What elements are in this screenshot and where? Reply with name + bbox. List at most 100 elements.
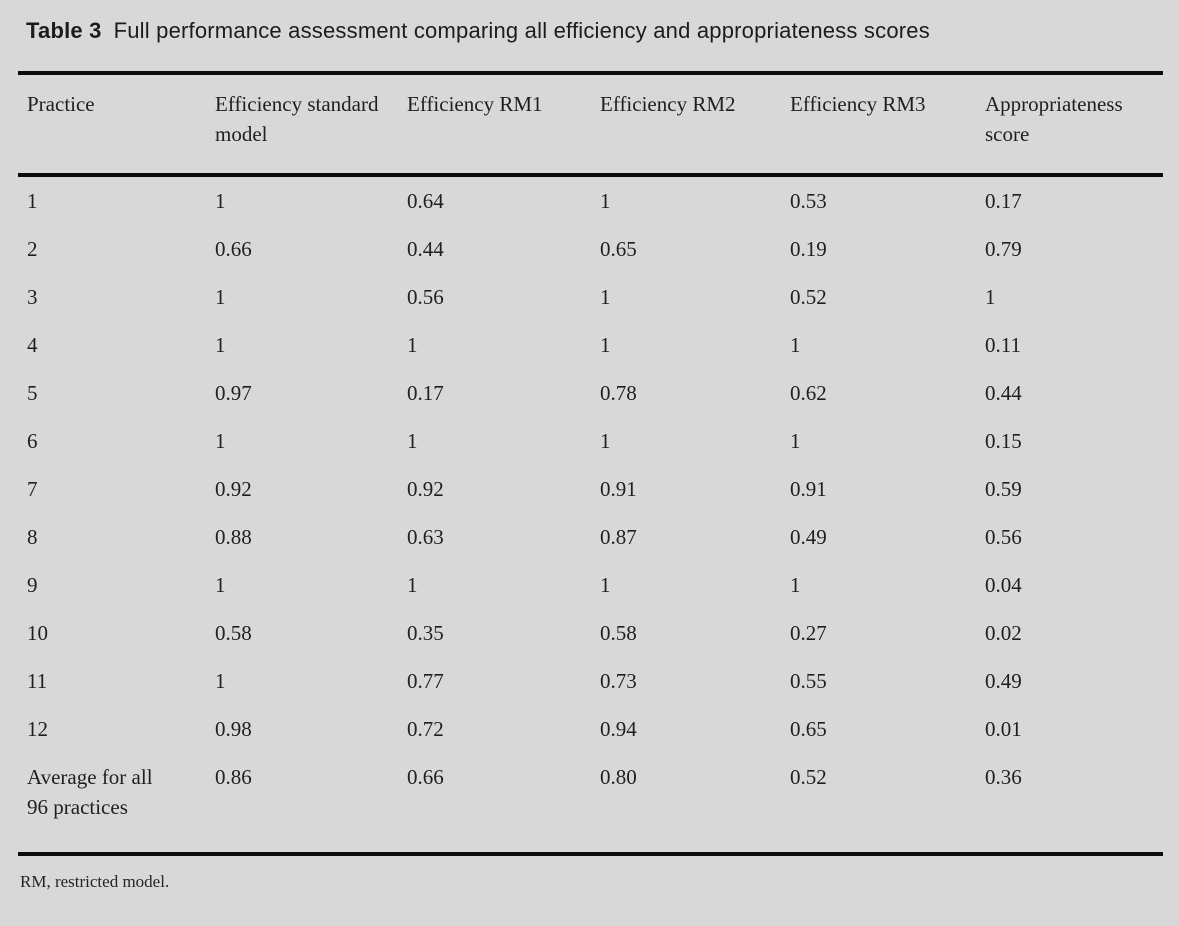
row-header-cell: 1 — [27, 189, 38, 213]
table-row: 11 1 0.77 0.73 0.55 0.49 — [18, 657, 1163, 705]
table-cell: 1 — [215, 189, 226, 213]
table-row: 8 0.88 0.63 0.87 0.49 0.56 — [18, 513, 1163, 561]
table-cell: 0.77 — [407, 669, 444, 693]
table-row: 3 1 0.56 1 0.52 1 — [18, 273, 1163, 321]
table-cell: 0.66 — [215, 237, 252, 261]
table-cell: 0.58 — [600, 621, 637, 645]
table-cell: 0.92 — [407, 477, 444, 501]
table-caption: Full performance assessment comparing al… — [113, 18, 930, 43]
table-cell: 1 — [215, 333, 226, 357]
table-cell: 0.36 — [976, 753, 1163, 856]
table-cell: 0.02 — [985, 621, 1022, 645]
table-cell: 0.44 — [407, 237, 444, 261]
table-cell: 0.55 — [790, 669, 827, 693]
table-cell: 1 — [407, 429, 418, 453]
table-cell: 0.97 — [215, 381, 252, 405]
table-cell: 0.87 — [600, 525, 637, 549]
row-header-cell: 9 — [27, 573, 38, 597]
table-cell: 0.56 — [985, 525, 1022, 549]
table-cell: 1 — [600, 573, 611, 597]
column-header: Practice — [18, 73, 206, 177]
table-cell: 0.58 — [215, 621, 252, 645]
column-header: Efficiency standard model — [206, 73, 398, 177]
table-cell: 0.01 — [985, 717, 1022, 741]
table-row: 6 1 1 1 1 0.15 — [18, 417, 1163, 465]
table-cell: 1 — [600, 285, 611, 309]
table-cell: 0.53 — [790, 189, 827, 213]
table-body: 1 1 0.64 1 0.53 0.17 2 0.66 0.44 0.65 0.19 0.79 3 1 0.… — [18, 175, 1163, 856]
row-header-cell: 11 — [27, 669, 48, 693]
row-header-cell: 4 — [27, 333, 38, 357]
table-cell: 0.98 — [215, 717, 252, 741]
table-cell: 0.92 — [215, 477, 252, 501]
table-cell: 0.64 — [407, 189, 444, 213]
table-cell: 0.86 — [206, 753, 398, 856]
column-header: Efficiency RM2 — [591, 73, 781, 177]
row-header-cell: 12 — [27, 717, 48, 741]
table-row: 10 0.58 0.35 0.58 0.27 0.02 — [18, 609, 1163, 657]
performance-table: Practice Efficiency standard model Efficie… — [18, 71, 1163, 856]
table-row: 12 0.98 0.72 0.94 0.65 0.01 — [18, 705, 1163, 753]
table-row: 4 1 1 1 1 0.11 — [18, 321, 1163, 369]
table-cell: 1 — [407, 333, 418, 357]
table-cell: 0.63 — [407, 525, 444, 549]
table-cell: 1 — [600, 189, 611, 213]
table-cell: 1 — [215, 285, 226, 309]
table-cell: 0.88 — [215, 525, 252, 549]
row-header-cell: 5 — [27, 381, 38, 405]
table-row: Average for all 96 practices 0.86 0.66 0.80… — [18, 753, 1163, 856]
table-cell: 1 — [215, 573, 226, 597]
column-header: Efficiency RM3 — [781, 73, 976, 177]
header-row: Practice Efficiency standard model Efficie… — [18, 73, 1163, 177]
row-header-cell: 7 — [27, 477, 38, 501]
table-row: 1 1 0.64 1 0.53 0.17 — [18, 175, 1163, 225]
table-cell: 0.79 — [985, 237, 1022, 261]
table-cell: 0.15 — [985, 429, 1022, 453]
table-cell: 0.49 — [985, 669, 1022, 693]
table-cell: 0.56 — [407, 285, 444, 309]
row-header-cell: Average for all 96 practices — [18, 753, 206, 856]
table-header: Practice Efficiency standard model Efficie… — [18, 73, 1163, 177]
row-header-cell: 3 — [27, 285, 38, 309]
table-row: 2 0.66 0.44 0.65 0.19 0.79 — [18, 225, 1163, 273]
table-cell: 1 — [215, 429, 226, 453]
table-cell: 1 — [790, 573, 801, 597]
table-cell: 0.62 — [790, 381, 827, 405]
table-footnote: RM, restricted model. — [20, 872, 170, 891]
row-header-cell: 10 — [27, 621, 48, 645]
column-header: Efficiency RM1 — [398, 73, 591, 177]
table-cell: 0.52 — [790, 285, 827, 309]
table-cell: 0.78 — [600, 381, 637, 405]
table-cell: 1 — [790, 429, 801, 453]
table-cell: 1 — [790, 333, 801, 357]
table-cell: 0.94 — [600, 717, 637, 741]
table-cell: 0.91 — [790, 477, 827, 501]
table-row: 5 0.97 0.17 0.78 0.62 0.44 — [18, 369, 1163, 417]
page: Table 3 Full performance assessment compa… — [0, 16, 1179, 926]
table-cell: 1 — [215, 669, 226, 693]
table-cell: 0.65 — [790, 717, 827, 741]
table-label: Table 3 — [26, 18, 102, 43]
table-title: Table 3 Full performance assessment compa… — [26, 16, 1163, 46]
table-cell: 0.27 — [790, 621, 827, 645]
table-cell: 0.44 — [985, 381, 1022, 405]
table-cell: 0.65 — [600, 237, 637, 261]
table-cell: 0.66 — [398, 753, 591, 856]
table-row: 9 1 1 1 1 0.04 — [18, 561, 1163, 609]
table-cell: 1 — [407, 573, 418, 597]
table-cell: 0.59 — [985, 477, 1022, 501]
row-header-cell: 8 — [27, 525, 38, 549]
table-cell: 0.91 — [600, 477, 637, 501]
table-cell: 1 — [600, 333, 611, 357]
row-header-cell: 6 — [27, 429, 38, 453]
table-cell: 0.19 — [790, 237, 827, 261]
table-cell: 0.80 — [591, 753, 781, 856]
table-cell: 0.35 — [407, 621, 444, 645]
table-cell: 1 — [600, 429, 611, 453]
table-cell: 0.72 — [407, 717, 444, 741]
table-cell: 1 — [985, 285, 996, 309]
table-wrap: Practice Efficiency standard model Efficie… — [18, 71, 1163, 856]
table-cell: 0.17 — [407, 381, 444, 405]
table-cell: 0.52 — [781, 753, 976, 856]
table-cell: 0.11 — [985, 333, 1021, 357]
